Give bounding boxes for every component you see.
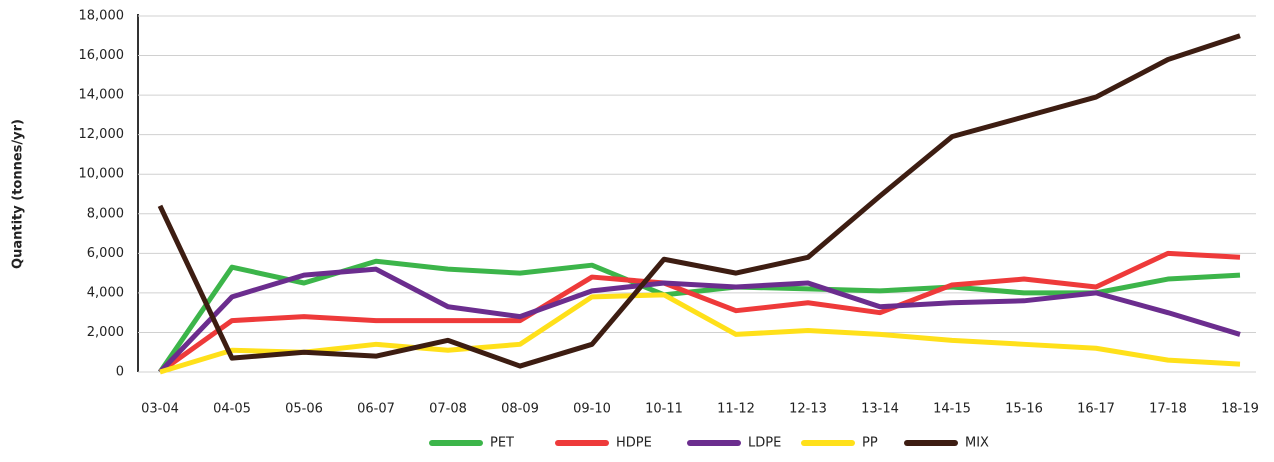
y-axis-label: Quantity (tonnes/yr) [11,119,26,269]
legend-label: PET [490,436,514,451]
y-tick-label: 12,000 [79,127,125,142]
y-tick-label: 14,000 [79,88,125,103]
y-tick-label: 16,000 [79,48,125,63]
series-line [157,33,1241,369]
x-tick-label: 17-18 [1149,402,1187,417]
x-tick-label: 06-07 [357,402,395,417]
x-tick-label: 08-09 [501,402,539,417]
x-tick-label: 11-12 [717,402,755,417]
y-tick-label: 4,000 [87,285,124,300]
x-tick-label: 07-08 [429,402,467,417]
x-tick-label: 04-05 [213,402,251,417]
x-tick-label: 13-14 [861,402,899,417]
y-tick-label: 2,000 [87,325,124,340]
x-tick-label: 10-11 [645,402,683,417]
x-tick-label: 16-17 [1077,402,1115,417]
legend-label: PP [862,436,878,451]
x-tick-label: 12-13 [789,402,827,417]
x-tick-label: 05-06 [285,402,323,417]
x-tick-label: 14-15 [933,402,971,417]
x-tick-label: 03-04 [141,402,179,417]
y-tick-label: 8,000 [87,206,124,221]
x-tick-label: 18-19 [1221,402,1259,417]
series-line [158,266,1241,374]
legend-label: LDPE [748,436,781,451]
y-tick-label: 6,000 [87,246,124,261]
y-tick-label: 10,000 [79,167,125,182]
y-tick-label: 18,000 [79,9,125,24]
legend-label: HDPE [616,436,652,451]
x-tick-label: 15-16 [1005,402,1043,417]
series-line [159,292,1241,375]
x-tick-label: 09-10 [573,402,611,417]
legend-label: MIX [965,436,989,451]
series-line [158,250,1241,375]
y-tick-label: 0 [116,365,124,380]
